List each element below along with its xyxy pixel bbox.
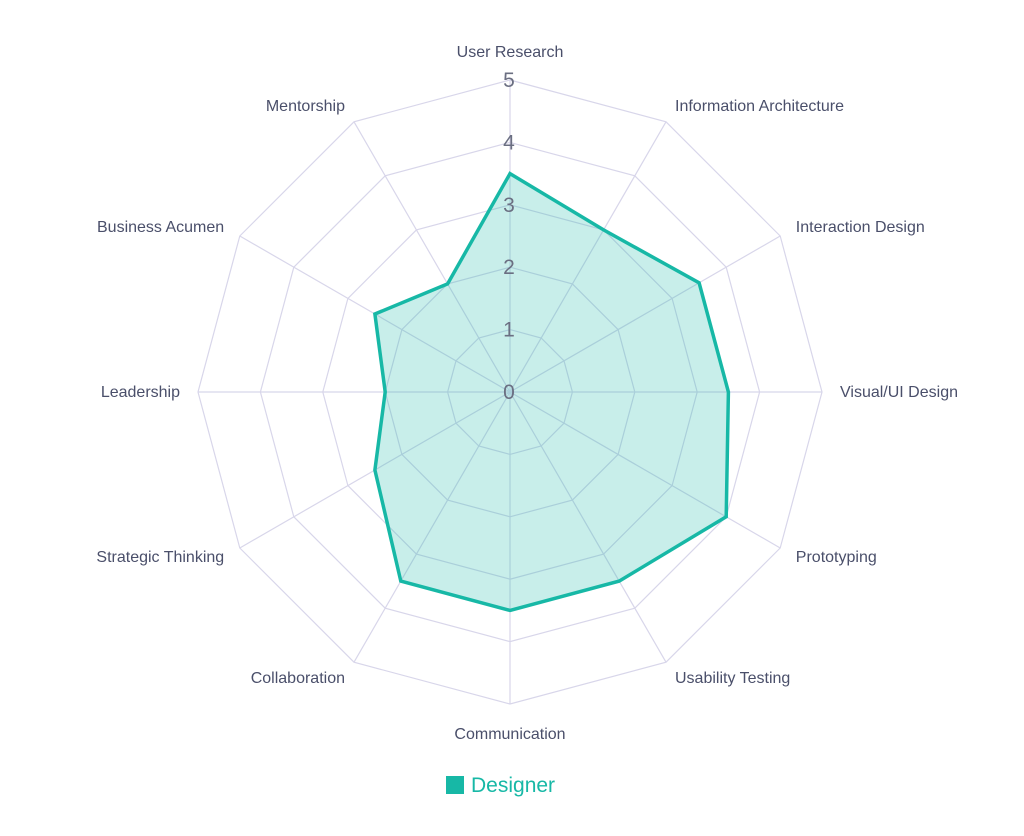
series-layer bbox=[372, 171, 731, 613]
axis-label: Prototyping bbox=[796, 549, 877, 566]
axis-labels: User Research Information Architecture Int… bbox=[96, 44, 958, 743]
axis-label: Communication bbox=[454, 726, 565, 743]
spoke-12 bbox=[353, 121, 511, 393]
spoke-6 bbox=[509, 391, 667, 663]
spoke-8 bbox=[353, 391, 511, 663]
axis-label: Business Acumen bbox=[97, 219, 224, 236]
axis-label: Collaboration bbox=[251, 670, 345, 687]
series-area-designer bbox=[372, 171, 731, 613]
spoke-2 bbox=[509, 121, 667, 393]
axis-label: Mentorship bbox=[266, 98, 345, 115]
axis-label: Leadership bbox=[101, 384, 180, 401]
tick-label: 2 bbox=[503, 256, 515, 279]
legend-swatch-designer bbox=[446, 776, 464, 794]
tick-label: 4 bbox=[503, 131, 515, 154]
spoke-5 bbox=[509, 391, 781, 549]
axis-label: Interaction Design bbox=[796, 219, 925, 236]
tick-label: 3 bbox=[503, 194, 515, 217]
axis-label: Strategic Thinking bbox=[96, 549, 224, 566]
tick-labels: 0 1 2 3 4 5 bbox=[503, 69, 515, 404]
tick-label: 1 bbox=[503, 319, 515, 342]
legend-label-designer: Designer bbox=[471, 774, 555, 797]
legend: Designer bbox=[446, 774, 555, 797]
axis-label: Usability Testing bbox=[675, 670, 790, 687]
axis-label: Information Architecture bbox=[675, 98, 844, 115]
tick-label: 0 bbox=[503, 381, 515, 404]
tick-label: 5 bbox=[503, 69, 515, 92]
axis-label: Visual/UI Design bbox=[840, 384, 958, 401]
axis-label: User Research bbox=[457, 44, 564, 61]
spoke-3 bbox=[509, 235, 781, 393]
